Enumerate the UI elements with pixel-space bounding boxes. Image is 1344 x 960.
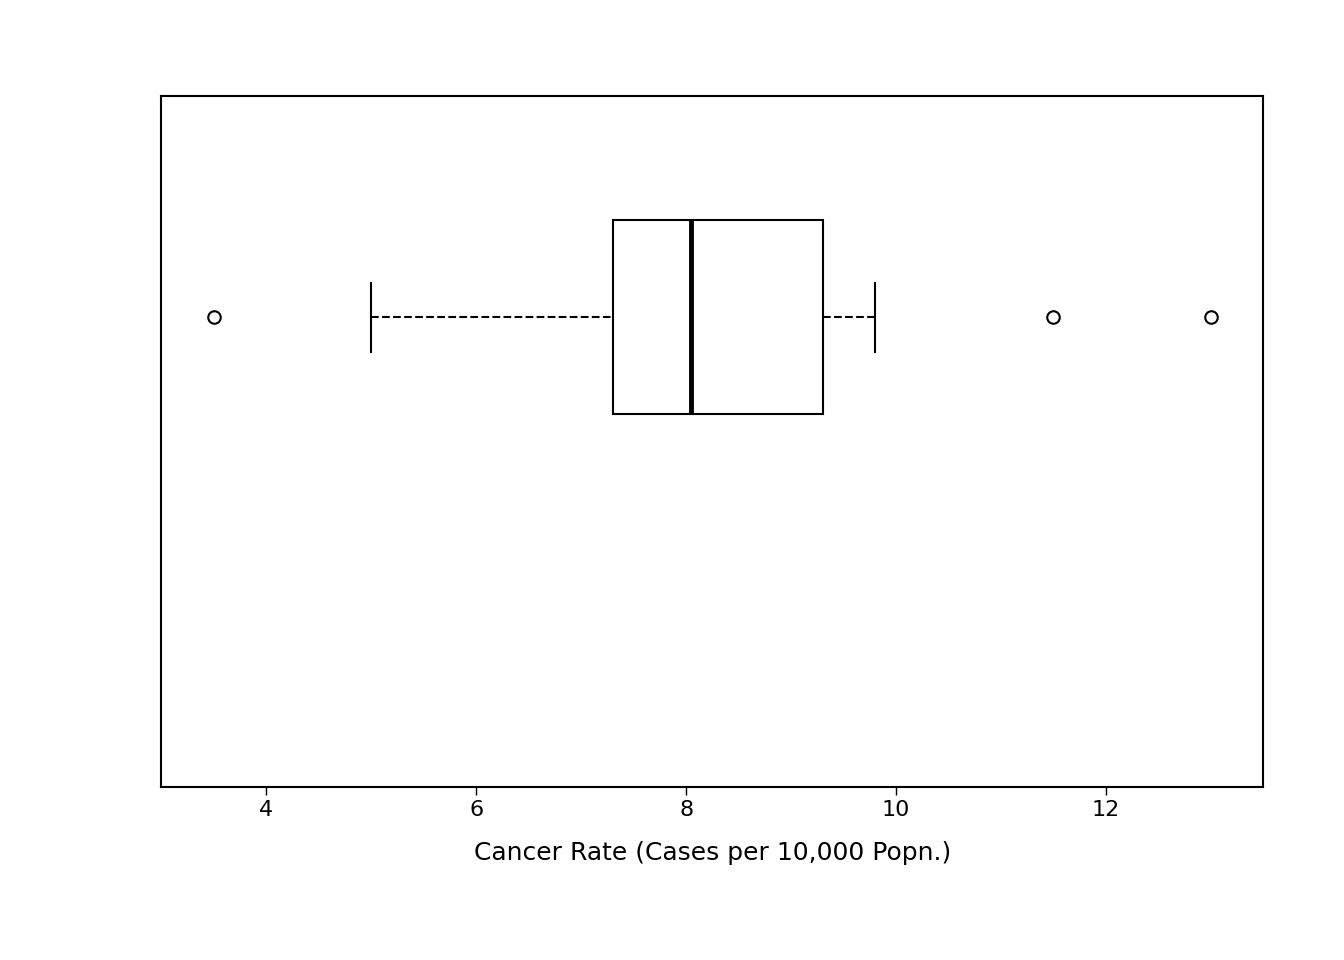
Bar (613, 221, 823, 414)
X-axis label: Cancer Rate (Cases per 10,000 Popn.): Cancer Rate (Cases per 10,000 Popn.) (473, 841, 952, 865)
